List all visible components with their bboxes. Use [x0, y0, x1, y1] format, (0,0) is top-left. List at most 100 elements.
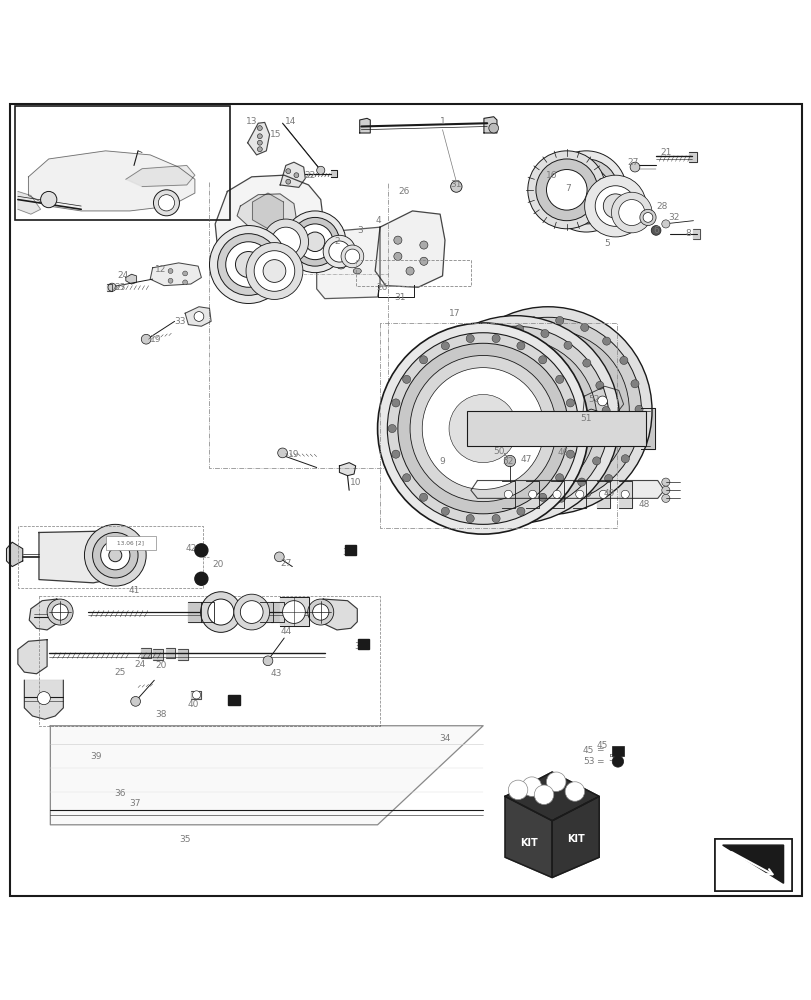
- Circle shape: [650, 226, 660, 235]
- Circle shape: [594, 186, 635, 226]
- Circle shape: [580, 323, 588, 331]
- Text: 24: 24: [118, 271, 129, 280]
- Text: 1: 1: [439, 117, 445, 126]
- Circle shape: [582, 359, 590, 367]
- Circle shape: [504, 324, 513, 333]
- Text: 50: 50: [492, 447, 504, 456]
- Text: 19: 19: [288, 450, 299, 459]
- Circle shape: [141, 334, 151, 344]
- Polygon shape: [596, 481, 609, 508]
- Circle shape: [540, 329, 548, 338]
- Text: 25: 25: [114, 668, 126, 677]
- Text: 33: 33: [174, 317, 186, 326]
- Circle shape: [345, 249, 359, 264]
- Circle shape: [195, 572, 208, 585]
- Text: 32: 32: [667, 213, 679, 222]
- Circle shape: [440, 342, 448, 350]
- Polygon shape: [24, 680, 63, 719]
- Polygon shape: [260, 602, 272, 622]
- Circle shape: [388, 424, 396, 433]
- Polygon shape: [551, 796, 599, 878]
- Circle shape: [661, 486, 669, 494]
- Polygon shape: [641, 408, 654, 449]
- Circle shape: [556, 494, 564, 502]
- Text: KIT: KIT: [566, 834, 584, 844]
- Circle shape: [282, 601, 305, 623]
- Circle shape: [489, 327, 497, 335]
- Text: 53: 53: [607, 754, 619, 763]
- Circle shape: [158, 195, 174, 211]
- Circle shape: [620, 490, 629, 498]
- Circle shape: [246, 243, 303, 299]
- Circle shape: [410, 355, 556, 502]
- Text: 14: 14: [285, 117, 296, 126]
- Circle shape: [619, 356, 627, 364]
- Text: 26: 26: [375, 283, 387, 292]
- Circle shape: [491, 354, 604, 468]
- Circle shape: [192, 691, 200, 699]
- Circle shape: [555, 375, 563, 383]
- Text: 5: 5: [501, 453, 508, 462]
- Polygon shape: [247, 122, 269, 155]
- Polygon shape: [50, 726, 483, 825]
- Circle shape: [603, 194, 627, 218]
- Circle shape: [629, 162, 639, 172]
- Circle shape: [517, 342, 525, 350]
- Circle shape: [294, 173, 298, 178]
- Circle shape: [620, 455, 629, 463]
- Circle shape: [446, 351, 584, 489]
- Circle shape: [450, 181, 461, 192]
- Circle shape: [271, 227, 300, 256]
- Text: 45: 45: [582, 746, 594, 755]
- Text: KIT: KIT: [519, 838, 537, 848]
- Circle shape: [575, 490, 583, 498]
- Circle shape: [571, 177, 600, 206]
- Ellipse shape: [353, 249, 361, 255]
- Text: 37: 37: [354, 642, 366, 651]
- Circle shape: [434, 338, 596, 501]
- Circle shape: [419, 257, 427, 265]
- Circle shape: [316, 166, 324, 174]
- Polygon shape: [178, 649, 187, 660]
- Circle shape: [642, 213, 652, 222]
- Text: 27: 27: [627, 158, 638, 167]
- Circle shape: [37, 692, 50, 705]
- Text: 11: 11: [139, 542, 150, 551]
- Circle shape: [533, 504, 541, 512]
- Circle shape: [485, 476, 493, 484]
- Circle shape: [108, 283, 116, 291]
- Polygon shape: [504, 772, 599, 821]
- Circle shape: [546, 772, 565, 792]
- Text: 3: 3: [356, 226, 363, 235]
- Circle shape: [92, 532, 138, 578]
- Circle shape: [41, 191, 57, 208]
- Text: 41: 41: [128, 586, 139, 595]
- Circle shape: [631, 431, 639, 439]
- Circle shape: [419, 493, 427, 501]
- Circle shape: [422, 326, 608, 513]
- Circle shape: [527, 151, 605, 229]
- Circle shape: [182, 280, 187, 285]
- Circle shape: [131, 697, 140, 706]
- Text: 19: 19: [150, 335, 161, 344]
- Polygon shape: [18, 191, 41, 214]
- Polygon shape: [339, 463, 355, 476]
- Ellipse shape: [337, 263, 345, 269]
- Circle shape: [618, 200, 644, 226]
- Circle shape: [600, 432, 608, 440]
- Circle shape: [392, 450, 400, 458]
- Circle shape: [515, 325, 523, 333]
- Circle shape: [504, 490, 512, 498]
- Circle shape: [397, 343, 568, 514]
- Polygon shape: [271, 602, 284, 622]
- Circle shape: [504, 455, 515, 467]
- Text: 36: 36: [341, 548, 353, 557]
- Circle shape: [528, 490, 536, 498]
- Circle shape: [592, 457, 600, 465]
- Circle shape: [277, 448, 287, 458]
- Bar: [466, 411, 645, 446]
- Circle shape: [419, 241, 427, 249]
- Text: 17: 17: [448, 309, 460, 318]
- Polygon shape: [323, 599, 357, 630]
- Circle shape: [209, 226, 287, 303]
